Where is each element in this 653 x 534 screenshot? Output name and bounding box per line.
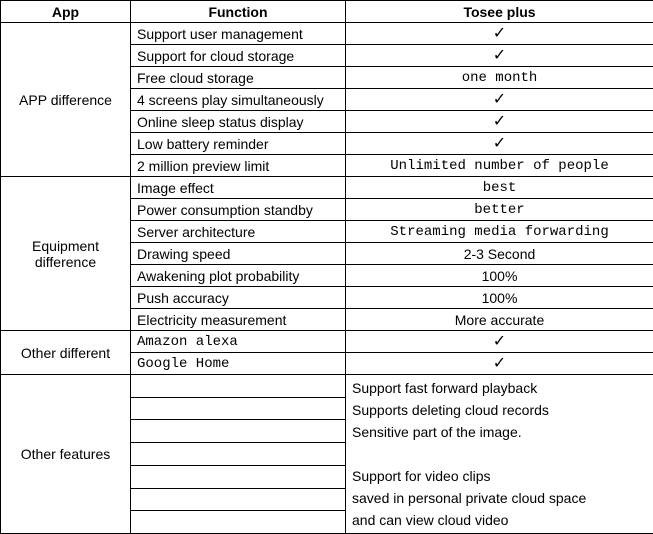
value-cell: Support fast forward playbackSupports de…: [346, 375, 653, 534]
function-cell: [131, 375, 346, 398]
check-icon: ✓: [493, 25, 506, 42]
section-label: APP difference: [1, 23, 131, 177]
check-icon: ✓: [493, 47, 506, 64]
value-cell: 100%: [346, 287, 653, 309]
header-app: App: [1, 1, 131, 23]
value-cell: ✓: [346, 111, 653, 133]
section-label: Other different: [1, 331, 131, 375]
section-label: Other features: [1, 375, 131, 534]
section-label: Equipment difference: [1, 177, 131, 331]
value-cell: ✓: [346, 45, 653, 67]
function-cell: Drawing speed: [131, 243, 346, 265]
function-cell: Image effect: [131, 177, 346, 199]
table-row: Equipment differenceImage effectbest: [1, 177, 653, 199]
check-icon: ✓: [493, 355, 506, 372]
header-function: Function: [131, 1, 346, 23]
function-cell: Awakening plot probability: [131, 265, 346, 287]
check-icon: ✓: [493, 333, 506, 350]
function-cell: Power consumption standby: [131, 199, 346, 221]
function-cell: [131, 488, 346, 511]
value-cell: ✓: [346, 331, 653, 353]
value-cell: best: [346, 177, 653, 199]
function-cell: Free cloud storage: [131, 67, 346, 89]
value-cell: Streaming media forwarding: [346, 221, 653, 243]
table-row: APP differenceSupport user management✓: [1, 23, 653, 45]
function-cell: Low battery reminder: [131, 133, 346, 155]
check-icon: ✓: [493, 113, 506, 130]
table-row: Other differentAmazon alexa✓: [1, 331, 653, 353]
function-cell: 2 million preview limit: [131, 155, 346, 177]
value-cell: ✓: [346, 89, 653, 111]
header-tosee: Tosee plus: [346, 1, 653, 23]
function-cell: Push accuracy: [131, 287, 346, 309]
function-cell: Support for cloud storage: [131, 45, 346, 67]
value-cell: More accurate: [346, 309, 653, 331]
function-cell: 4 screens play simultaneously: [131, 89, 346, 111]
function-cell: Support user management: [131, 23, 346, 45]
function-cell: Online sleep status display: [131, 111, 346, 133]
value-cell: one month: [346, 67, 653, 89]
function-cell: [131, 397, 346, 420]
value-cell: better: [346, 199, 653, 221]
function-cell: [131, 511, 346, 534]
comparison-table: App Function Tosee plus APP differenceSu…: [0, 0, 653, 534]
value-cell: 100%: [346, 265, 653, 287]
header-row: App Function Tosee plus: [1, 1, 653, 23]
table-row: Other featuresSupport fast forward playb…: [1, 375, 653, 398]
function-cell: [131, 443, 346, 466]
function-cell: Amazon alexa: [131, 331, 346, 353]
function-cell: [131, 465, 346, 488]
value-cell: ✓: [346, 353, 653, 375]
function-cell: Server architecture: [131, 221, 346, 243]
value-cell: Unlimited number of people: [346, 155, 653, 177]
check-icon: ✓: [493, 91, 506, 108]
function-cell: [131, 420, 346, 443]
check-icon: ✓: [493, 135, 506, 152]
function-cell: Google Home: [131, 353, 346, 375]
function-cell: Electricity measurement: [131, 309, 346, 331]
value-cell: 2-3 Second: [346, 243, 653, 265]
value-cell: ✓: [346, 133, 653, 155]
value-cell: ✓: [346, 23, 653, 45]
